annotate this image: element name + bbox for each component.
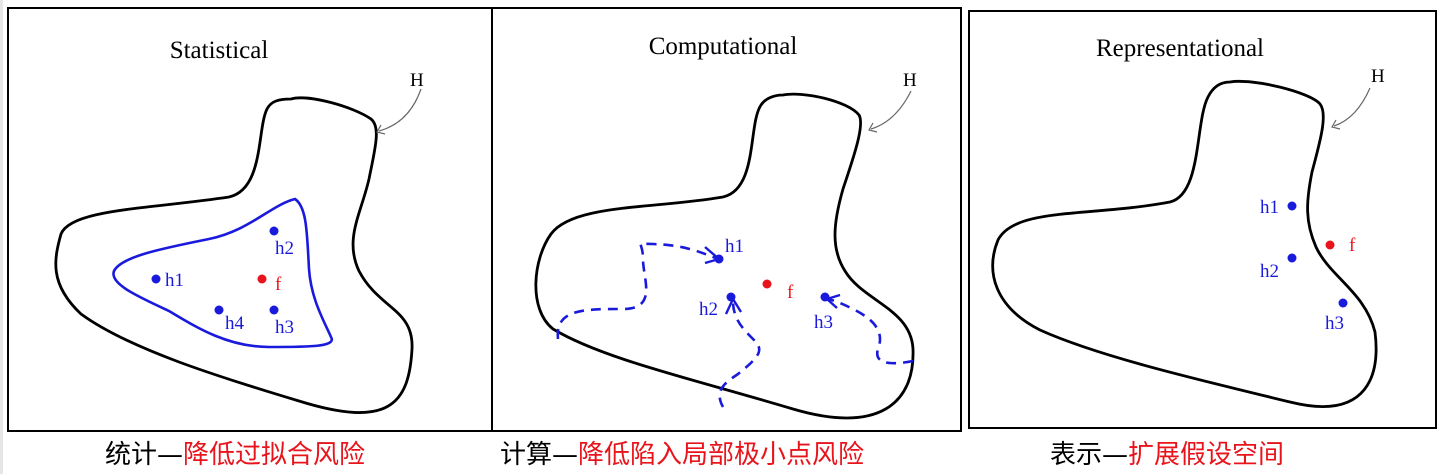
caption-representational: 表示—扩展假设空间 [1050, 438, 1284, 472]
panel-computational: Computational H h1 h2 h3 f [491, 7, 962, 432]
point-label-h3: h3 [1325, 313, 1344, 334]
hypothesis-space-arrowhead [376, 124, 386, 135]
search-path-to-h3 [827, 297, 914, 365]
hypothesis-space-arrowhead [868, 122, 878, 133]
caption-highlight: 降低陷入局部极小点风险 [578, 440, 865, 470]
hypothesis-point-h3 [269, 305, 279, 315]
panel-title: Computational [649, 33, 798, 60]
hypothesis-point-h3 [1338, 298, 1348, 308]
hypothesis-space-arrow [378, 88, 422, 132]
caption-prefix: 表示— [1050, 440, 1129, 470]
caption-computational: 计算—降低陷入局部极小点风险 [500, 438, 864, 472]
point-label-h2: h2 [699, 299, 718, 320]
representational-diagram: Representational H h1 h2 h3 f [991, 35, 1385, 408]
hypothesis-point-h3 [820, 292, 830, 302]
panel-representational: Representational H h1 h2 h3 f [968, 10, 1437, 429]
hypothesis-point-h1 [714, 254, 724, 264]
caption-highlight: 降低过拟合风险 [183, 440, 366, 470]
hypothesis-space-label: H [410, 70, 424, 91]
point-label-h3: h3 [275, 317, 294, 338]
hypothesis-point-h2 [1287, 253, 1297, 263]
hypothesis-space-outline [991, 79, 1378, 408]
hypothesis-point-h1 [151, 274, 161, 284]
caption-highlight: 扩展假设空间 [1128, 440, 1285, 470]
hypothesis-space-arrow [1333, 87, 1371, 127]
hypothesis-space-label: H [903, 70, 917, 91]
computational-diagram: Computational H h1 h2 h3 f [534, 33, 917, 420]
target-label-f: f [787, 282, 794, 303]
panel-statistical: Statistical H h1 h2 h3 h4 f [7, 7, 493, 432]
panel-title: Representational [1096, 35, 1264, 62]
target-point-f [762, 279, 772, 289]
panel-title: Statistical [170, 37, 269, 64]
training-region-outline [112, 197, 334, 349]
hypothesis-point-h4 [214, 305, 224, 315]
point-label-h1: h1 [725, 236, 744, 257]
hypothesis-space-outline [54, 96, 414, 414]
page-edge [0, 0, 3, 474]
search-path-to-h1 [556, 242, 719, 340]
hypothesis-point-h2 [726, 292, 736, 302]
hypothesis-space-arrow [870, 90, 912, 130]
target-label-f: f [1349, 235, 1356, 256]
point-label-h2: h2 [275, 238, 294, 259]
hypothesis-space-arrowhead [1331, 119, 1341, 130]
point-label-h1: h1 [1260, 197, 1279, 218]
point-label-h4: h4 [225, 313, 245, 334]
target-point-f [257, 274, 267, 284]
hypothesis-space-label: H [1371, 66, 1385, 87]
search-path-to-h2 [718, 300, 761, 408]
point-label-h2: h2 [1260, 261, 1279, 282]
hypothesis-point-h1 [1287, 201, 1297, 211]
hypothesis-space-outline [534, 92, 915, 420]
point-label-h1: h1 [165, 270, 184, 291]
caption-prefix: 统计— [105, 440, 184, 470]
target-point-f [1325, 240, 1335, 250]
caption-statistical: 统计—降低过拟合风险 [105, 438, 365, 472]
point-label-h3: h3 [814, 312, 833, 333]
target-label-f: f [275, 274, 282, 295]
hypothesis-point-h2 [269, 226, 279, 236]
caption-prefix: 计算— [500, 440, 579, 470]
statistical-diagram: Statistical H h1 h2 h3 h4 f [54, 37, 424, 414]
